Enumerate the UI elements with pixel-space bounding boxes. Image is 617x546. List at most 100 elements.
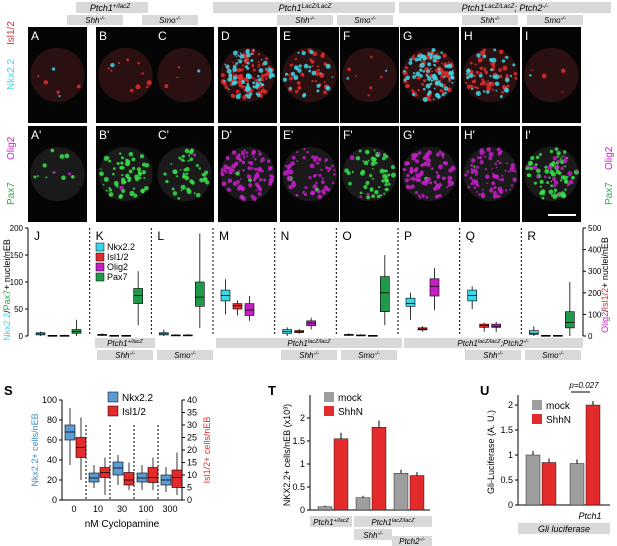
cell-nucleus	[530, 155, 535, 161]
box	[429, 278, 440, 297]
cell-nucleus	[369, 173, 373, 178]
box	[405, 297, 416, 307]
U-tick-label: 0	[508, 500, 513, 510]
cell-nucleus	[308, 65, 312, 69]
cell-nucleus	[492, 190, 497, 196]
cell-nucleus	[414, 75, 417, 77]
cell-nucleus	[440, 62, 443, 65]
cell-nucleus	[447, 63, 453, 69]
cell-nucleus	[470, 163, 474, 167]
cell-nucleus	[489, 74, 492, 78]
cell-nucleus	[419, 74, 423, 78]
cell-nucleus	[298, 64, 302, 68]
cell-nucleus	[56, 90, 60, 94]
cell-nucleus	[536, 174, 540, 178]
cell-nucleus	[180, 189, 183, 192]
cell-nucleus	[107, 67, 110, 70]
cell-nucleus	[535, 168, 541, 174]
S-box	[171, 469, 183, 488]
cell-nucleus	[414, 190, 419, 195]
cell-nucleus	[476, 156, 480, 160]
cell-nucleus	[294, 89, 299, 94]
cell-nucleus	[247, 161, 251, 165]
cell-nucleus	[317, 157, 322, 162]
cell-nucleus	[552, 193, 558, 199]
cell-nucleus	[258, 178, 263, 182]
cell-nucleus	[384, 182, 388, 187]
cell-nucleus	[257, 66, 259, 68]
cell-nucleus	[248, 182, 253, 188]
cell-nucleus	[441, 93, 445, 97]
cell-nucleus	[294, 58, 298, 61]
cell-nucleus	[438, 164, 443, 170]
cell-nucleus	[417, 88, 420, 92]
cell-nucleus	[383, 192, 386, 195]
cell-nucleus	[228, 170, 233, 175]
cell-nucleus	[348, 181, 352, 186]
cell-nucleus	[473, 186, 476, 189]
cell-nucleus	[498, 178, 501, 181]
panel-letter-T: T	[268, 383, 276, 398]
cell-nucleus	[164, 84, 169, 89]
cell-nucleus	[309, 58, 313, 62]
cell-nucleus	[235, 171, 240, 176]
cell-nucleus	[481, 78, 484, 81]
cell-nucleus	[270, 179, 273, 182]
cell-nucleus	[188, 154, 191, 157]
cell-nucleus	[308, 175, 312, 180]
cell-nucleus	[288, 184, 293, 190]
cell-nucleus	[244, 77, 247, 80]
bp-bottom-sub-bar	[157, 350, 213, 360]
cell-nucleus	[412, 93, 415, 96]
cell-nucleus	[198, 167, 202, 170]
tick-label-left: 150	[10, 251, 24, 260]
cell-nucleus	[491, 181, 496, 186]
cell-nucleus	[224, 63, 227, 66]
cell-nucleus	[567, 182, 571, 186]
cell-nucleus	[303, 147, 306, 151]
cell-nucleus	[499, 49, 504, 55]
cell-nucleus	[476, 53, 481, 58]
cell-nucleus	[105, 189, 108, 192]
cell-nucleus	[186, 187, 191, 192]
cell-nucleus	[429, 55, 433, 60]
cell-nucleus	[481, 193, 486, 199]
cell-nucleus	[316, 189, 321, 194]
cell-nucleus	[424, 152, 430, 158]
cell-nucleus	[227, 88, 230, 91]
panel-letter-Q: Q	[466, 229, 475, 243]
cell-nucleus	[323, 62, 327, 66]
cell-nucleus	[355, 155, 361, 161]
panel-letter: G'	[403, 128, 415, 142]
cell-nucleus	[323, 80, 326, 83]
U-xlabel-gli: Gli luciferase	[538, 524, 590, 534]
cell-nucleus	[496, 159, 499, 163]
cell-nucleus	[315, 161, 319, 165]
cell-nucleus	[187, 159, 190, 162]
cell-nucleus	[328, 166, 332, 171]
cell-nucleus	[287, 73, 291, 76]
cell-nucleus	[108, 159, 112, 163]
T-tick-label: 0	[300, 505, 305, 515]
cell-nucleus	[237, 80, 242, 85]
cell-nucleus	[473, 85, 477, 89]
embryoid-body	[342, 47, 397, 103]
T-xlabel: Ptch2-/-	[399, 537, 425, 546]
cell-nucleus	[486, 90, 490, 94]
cell-nucleus	[193, 192, 196, 195]
cell-nucleus	[446, 72, 448, 74]
cell-nucleus	[550, 180, 553, 183]
cell-nucleus	[548, 189, 554, 195]
U-xlabel-ptch1: Ptch1	[578, 511, 601, 521]
panel-letter: I	[525, 29, 528, 43]
cell-nucleus	[473, 74, 476, 78]
bp-bottom-bar	[95, 338, 155, 348]
bp-bottom-sub-label: Shh-/-	[483, 351, 503, 360]
cell-nucleus	[485, 174, 490, 179]
cell-nucleus	[501, 90, 505, 94]
cell-nucleus	[252, 77, 255, 80]
cell-nucleus	[505, 55, 509, 59]
panel-letter: I'	[525, 128, 531, 142]
cell-nucleus	[240, 80, 246, 85]
